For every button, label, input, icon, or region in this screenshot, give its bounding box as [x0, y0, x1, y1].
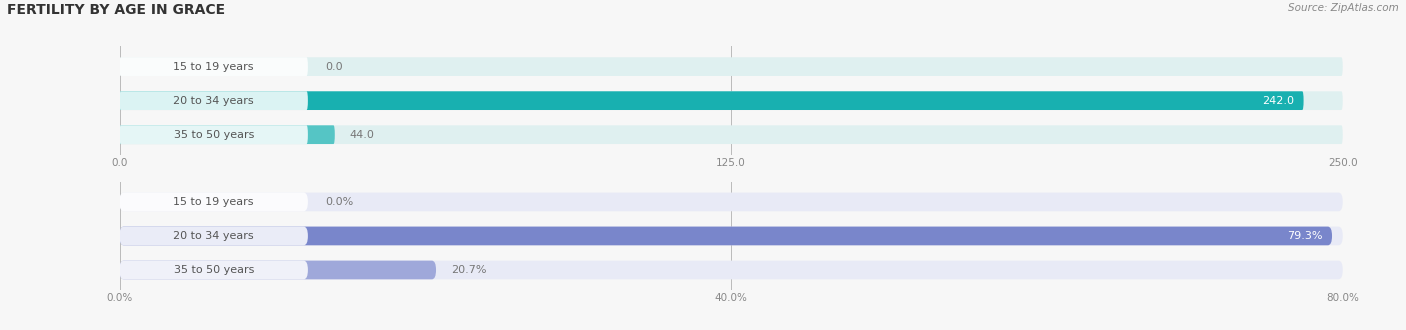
FancyBboxPatch shape — [120, 91, 1343, 110]
FancyBboxPatch shape — [120, 57, 1343, 76]
Text: FERTILITY BY AGE IN GRACE: FERTILITY BY AGE IN GRACE — [7, 3, 225, 17]
Text: 20 to 34 years: 20 to 34 years — [173, 231, 254, 241]
FancyBboxPatch shape — [120, 125, 1343, 144]
FancyBboxPatch shape — [120, 193, 308, 211]
Text: 35 to 50 years: 35 to 50 years — [173, 130, 254, 140]
FancyBboxPatch shape — [120, 261, 1343, 279]
FancyBboxPatch shape — [120, 227, 1343, 245]
Text: 79.3%: 79.3% — [1286, 231, 1322, 241]
Text: Source: ZipAtlas.com: Source: ZipAtlas.com — [1288, 3, 1399, 13]
Text: 20 to 34 years: 20 to 34 years — [173, 96, 254, 106]
Text: 44.0: 44.0 — [350, 130, 374, 140]
Text: 0.0: 0.0 — [325, 62, 343, 72]
FancyBboxPatch shape — [120, 261, 308, 279]
FancyBboxPatch shape — [120, 193, 1343, 211]
FancyBboxPatch shape — [120, 125, 308, 144]
Text: 20.7%: 20.7% — [451, 265, 486, 275]
FancyBboxPatch shape — [120, 227, 308, 245]
FancyBboxPatch shape — [120, 261, 436, 279]
Text: 242.0: 242.0 — [1261, 96, 1294, 106]
FancyBboxPatch shape — [120, 91, 308, 110]
Text: 15 to 19 years: 15 to 19 years — [173, 62, 254, 72]
Text: 35 to 50 years: 35 to 50 years — [173, 265, 254, 275]
FancyBboxPatch shape — [120, 125, 335, 144]
Text: 15 to 19 years: 15 to 19 years — [173, 197, 254, 207]
FancyBboxPatch shape — [120, 227, 1331, 245]
Text: 0.0%: 0.0% — [325, 197, 353, 207]
FancyBboxPatch shape — [120, 57, 308, 76]
FancyBboxPatch shape — [120, 91, 1303, 110]
